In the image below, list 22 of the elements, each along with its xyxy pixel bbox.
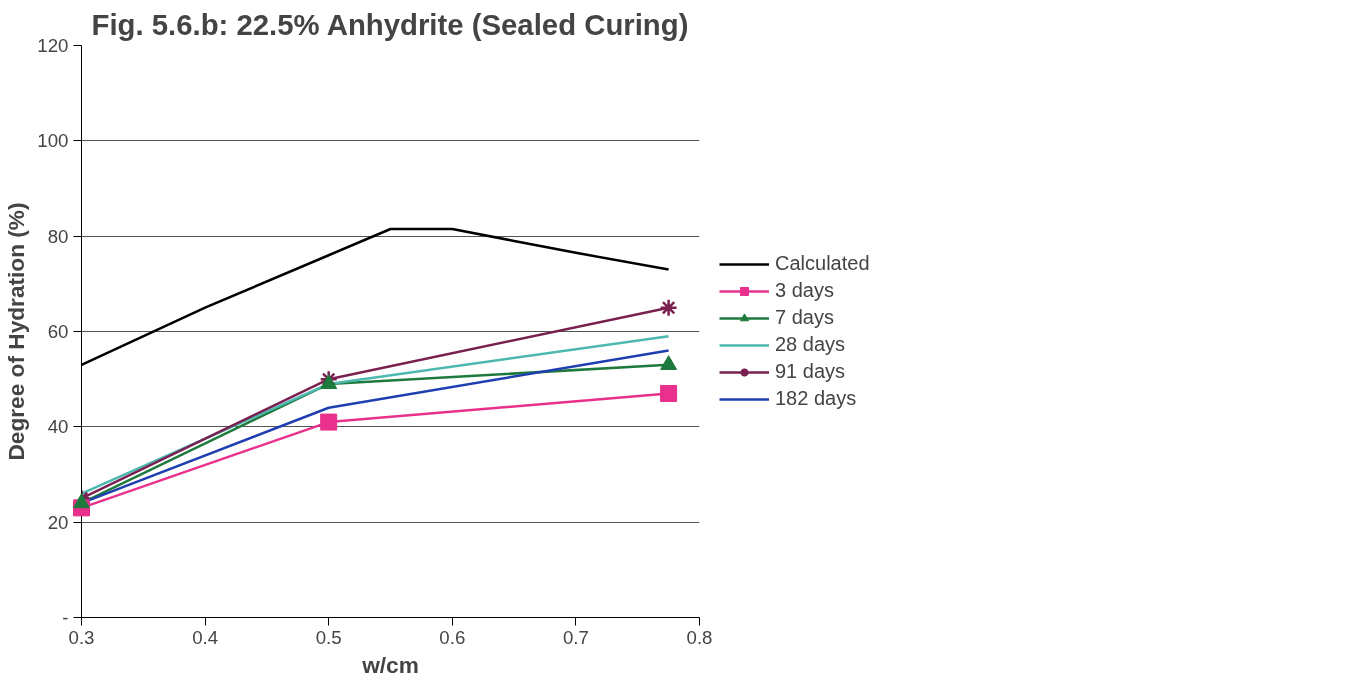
x-axis-title: w/cm xyxy=(361,651,419,678)
x-tick-label: 0.7 xyxy=(562,626,589,648)
legend-label: 91 days xyxy=(775,360,846,383)
legend-label: Calculated xyxy=(775,252,870,275)
y-tick-label: 120 xyxy=(37,35,69,56)
legend-label: 3 days xyxy=(775,279,834,302)
x-tick-label: 0.4 xyxy=(192,626,219,648)
legend-label: 28 days xyxy=(775,333,846,356)
y-tick-label: 100 xyxy=(37,130,69,152)
x-tick-label: 0.3 xyxy=(68,626,95,648)
y-axis-title: Degree of Hydration (%) xyxy=(3,202,30,461)
chart-title: Fig. 5.6.b: 22.5% Anhydrite (Sealed Curing) xyxy=(91,7,689,41)
y-tick-label: 60 xyxy=(47,321,69,342)
y-tick-label: 40 xyxy=(47,416,69,438)
y-tick-label: - xyxy=(62,607,69,628)
x-tick-label: 0.6 xyxy=(439,626,466,648)
x-tick-label: 0.5 xyxy=(315,626,342,648)
x-tick-label: 0.8 xyxy=(686,626,713,648)
legend-label: 182 days xyxy=(775,387,857,410)
y-tick-label: 80 xyxy=(47,225,69,247)
legend-label: 7 days xyxy=(775,306,834,329)
y-tick-label: 20 xyxy=(47,511,69,533)
